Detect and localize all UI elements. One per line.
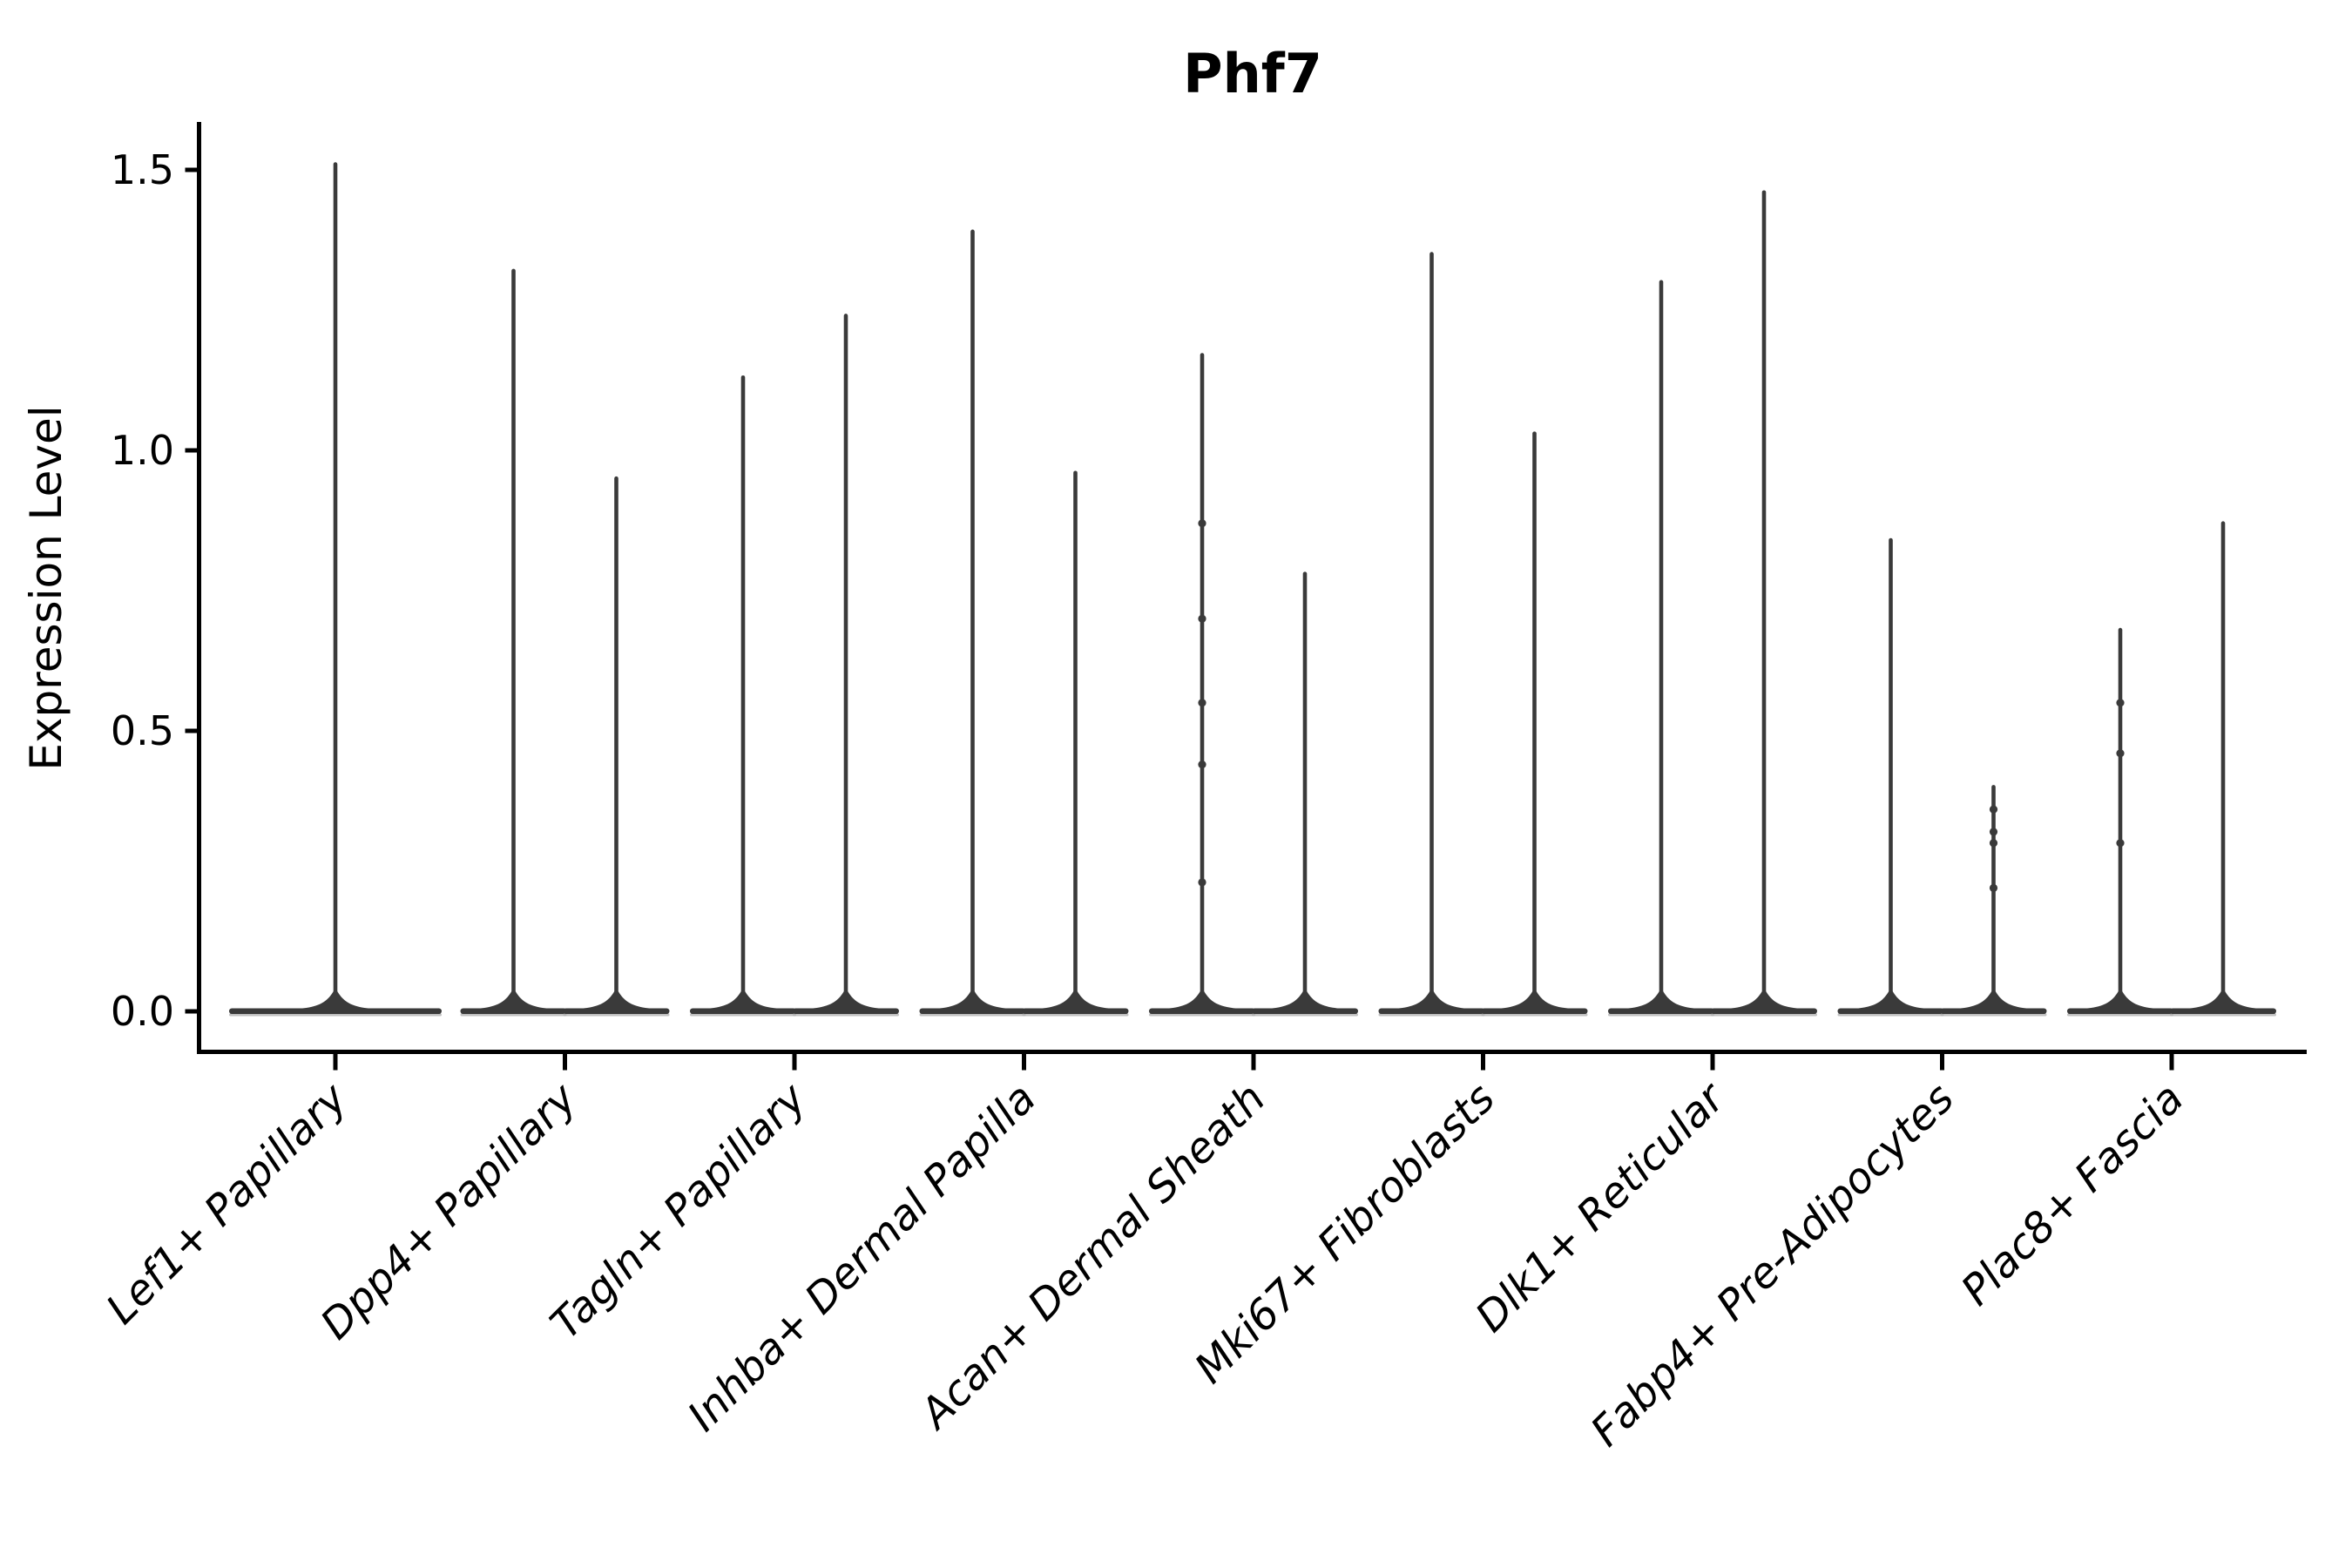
violin [1378, 252, 1485, 1017]
violin-base [919, 1008, 1026, 1014]
violin [1940, 785, 2047, 1017]
violin [793, 314, 899, 1017]
y-tick-label: 0.0 [111, 988, 174, 1035]
violin [1252, 571, 1358, 1017]
cell-point [2116, 839, 2125, 848]
x-tick-label: Dlk1+ Reticular [1466, 1072, 1736, 1342]
cell-point [1198, 699, 1206, 707]
violin [1022, 470, 1129, 1017]
cell-point [1989, 839, 1998, 848]
y-axis-label: Expression Level [21, 405, 71, 770]
violin [1837, 537, 1944, 1017]
violin-base-fringe [1481, 1013, 1588, 1017]
violin-base-fringe [1149, 1013, 1255, 1017]
x-tick-label: Tagln+ Papillary [541, 1073, 816, 1348]
cell-point [2116, 749, 2125, 758]
violin [1711, 190, 1817, 1017]
violin-base [1940, 1008, 2047, 1014]
cell-point [1198, 519, 1206, 528]
violins-layer [229, 162, 2276, 1017]
violin-base-fringe [1022, 1013, 1129, 1017]
violin-base [229, 1008, 442, 1014]
violin-base-fringe [793, 1013, 899, 1017]
violin-base-fringe [1608, 1013, 1714, 1017]
cell-point [1198, 878, 1206, 887]
y-tick-label: 0.5 [111, 707, 174, 754]
violin-base-fringe [1711, 1013, 1817, 1017]
violin-base-fringe [460, 1013, 567, 1017]
violin [1481, 431, 1588, 1017]
cell-point [2116, 699, 2125, 707]
violin-base [1711, 1008, 1817, 1014]
x-tick-label: Dpp4+ Papillary [311, 1073, 586, 1348]
violin-base [460, 1008, 567, 1014]
violin [2170, 521, 2276, 1017]
violin [919, 229, 1026, 1017]
cell-point [1989, 883, 1998, 892]
chart-title: Phf7 [1183, 42, 1322, 105]
violin-base-fringe [1252, 1013, 1358, 1017]
violin-base [1022, 1008, 1129, 1014]
violin [1608, 280, 1714, 1017]
axes: 0.0 0.5 1.0 1.5 [111, 122, 2307, 1071]
violin-base [2170, 1008, 2276, 1014]
violin-base [1837, 1008, 1944, 1014]
violin-base [1378, 1008, 1485, 1014]
violin-base [2067, 1008, 2173, 1014]
violin-base [1608, 1008, 1714, 1014]
y-tick-label: 1.5 [111, 146, 174, 193]
violin-base-fringe [690, 1013, 796, 1017]
violin-base-fringe [1837, 1013, 1944, 1017]
violin-base-fringe [1378, 1013, 1485, 1017]
cell-point [1989, 828, 1998, 836]
violin [2067, 627, 2173, 1017]
violin-base-fringe [919, 1013, 1026, 1017]
violin-base [563, 1008, 670, 1014]
x-tick-label: Fabp4+ Pre-Adipocytes [1581, 1074, 1963, 1456]
violin-base [1481, 1008, 1588, 1014]
violin-base [1149, 1008, 1255, 1014]
violin-base [793, 1008, 899, 1014]
violin [1149, 353, 1255, 1017]
violin [690, 375, 796, 1017]
x-tick-label: Plac8+ Fascia [1952, 1074, 2193, 1315]
violin-base-fringe [1940, 1013, 2047, 1017]
cell-point [1198, 760, 1206, 769]
cell-point [1989, 805, 1998, 814]
violin [229, 162, 442, 1017]
violin-base [1252, 1008, 1358, 1014]
x-tick-label: Lef1+ Papillary [97, 1073, 357, 1334]
violin-base-fringe [229, 1013, 442, 1017]
y-tick-label: 1.0 [111, 427, 174, 474]
violin-base-fringe [2067, 1013, 2173, 1017]
violin-base-fringe [563, 1013, 670, 1017]
violin-base [690, 1008, 796, 1014]
violin [563, 476, 670, 1017]
violin-base-fringe [2170, 1013, 2276, 1017]
cell-point [1198, 614, 1206, 623]
violin [460, 268, 567, 1017]
